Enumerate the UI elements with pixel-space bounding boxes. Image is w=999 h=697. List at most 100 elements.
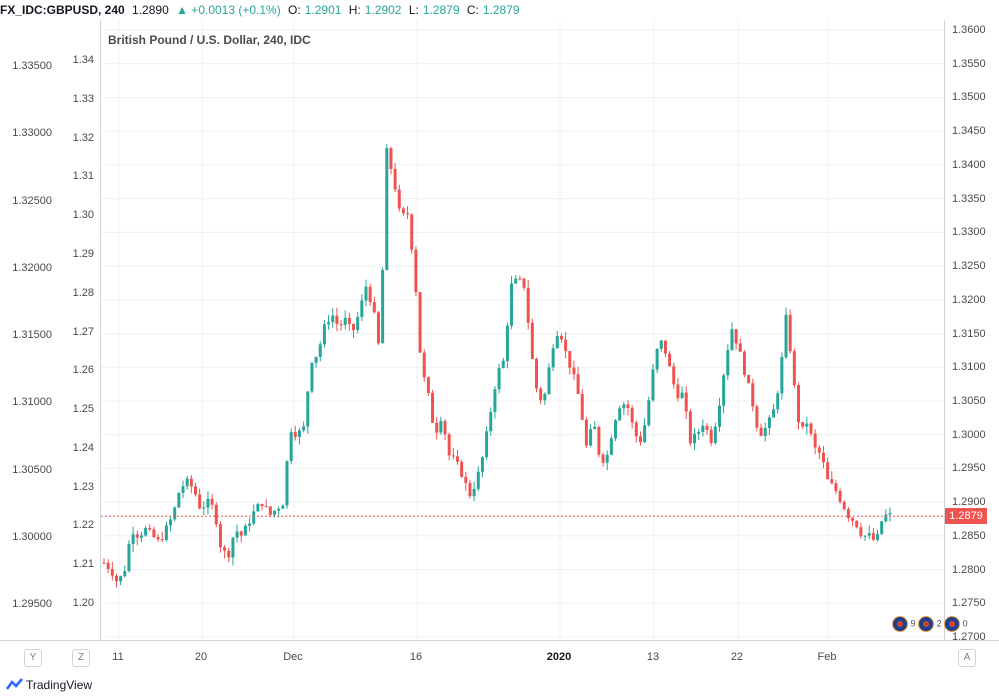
candle [139, 532, 143, 543]
candle [347, 312, 351, 331]
candle-body [747, 374, 751, 384]
plot-area[interactable] [100, 20, 945, 640]
gb-flag-icon-2[interactable] [944, 616, 961, 632]
candle-body [572, 367, 576, 375]
candle-body [593, 426, 597, 430]
candle-body [838, 491, 842, 502]
candle [248, 517, 252, 532]
candle-body [189, 478, 193, 487]
candle-body [360, 300, 364, 317]
us-flag-icon[interactable] [918, 616, 935, 632]
high-value: 1.2902 [364, 3, 402, 17]
candle-body [297, 430, 301, 437]
candle [555, 330, 559, 349]
brand-name[interactable]: TradingView [26, 678, 93, 692]
high-label: H: [348, 3, 361, 17]
candle [281, 504, 285, 509]
z-axis-button[interactable]: Z [72, 649, 90, 667]
symbol-name[interactable]: FX_IDC:GBPUSD, 240 [0, 3, 125, 17]
candle [169, 516, 173, 532]
candle-body [751, 383, 755, 407]
candle [322, 320, 326, 348]
candle-body [156, 537, 160, 540]
candle [663, 340, 667, 358]
candle [776, 390, 780, 414]
candle-body [543, 394, 547, 401]
candle-body [227, 550, 231, 558]
close-value: 1.2879 [482, 3, 520, 17]
candle-body [821, 452, 825, 463]
candle [722, 373, 726, 414]
candle [418, 291, 422, 354]
candle [451, 447, 455, 460]
auto-scale-button[interactable]: A [958, 649, 976, 667]
close-label: C: [466, 3, 479, 17]
candle [455, 449, 459, 466]
candle-body [535, 358, 539, 389]
right-price-axis[interactable]: 1.3600 1.3550 1.3500 1.3450 1.3400 1.3350 1.33… [945, 20, 999, 643]
events-indicator[interactable]: 9 2 0 [892, 616, 968, 632]
candle-body [609, 438, 613, 455]
candle-body [701, 425, 705, 432]
candle-body [472, 488, 476, 497]
candle-body [397, 189, 401, 209]
left-tick-label: 1.33500 [12, 60, 52, 72]
candle [851, 517, 855, 527]
candle-body [144, 527, 148, 536]
y-axis-button[interactable]: Y [24, 649, 42, 667]
candle-body [173, 507, 177, 520]
candle [888, 507, 892, 522]
right-tick-label: 1.3600 [952, 24, 986, 36]
candle-body [863, 535, 867, 537]
candle [252, 504, 256, 526]
candle-body [726, 350, 730, 376]
current-price-tag: 1.2879 [945, 508, 987, 525]
candle [426, 376, 430, 397]
candle-body [547, 367, 551, 395]
candle [742, 350, 746, 378]
left-price-axis[interactable]: 1.33500 1.33000 1.32500 1.32000 1.31500 1.310… [0, 20, 60, 640]
candle-body [468, 482, 472, 497]
candle [522, 278, 526, 291]
candle-body [451, 455, 455, 457]
candle [460, 459, 464, 478]
candle [443, 419, 447, 441]
candle [738, 338, 742, 352]
candle-body [742, 351, 746, 375]
candle [726, 344, 730, 381]
candle [131, 526, 135, 552]
left-price-axis-2[interactable]: 1.34 1.33 1.32 1.31 1.30 1.29 1.28 1.27 1.26 1.25… [60, 20, 100, 640]
candle [260, 503, 264, 511]
right-tick-label: 1.3350 [952, 192, 986, 205]
candle-body [876, 534, 880, 540]
candle [173, 506, 177, 522]
candle-body [801, 422, 805, 427]
candle [268, 506, 272, 518]
time-axis[interactable]: Y Z A 11 20 Dec 16 2020 13 22 Feb [0, 640, 999, 671]
candle-body [614, 420, 618, 439]
left-tick-label: 1.28 [72, 286, 94, 299]
candle-body [447, 434, 451, 456]
candle [876, 529, 880, 542]
candle-body [185, 478, 189, 487]
candle [530, 318, 534, 360]
candle [331, 308, 335, 328]
candle-body [576, 374, 580, 394]
candle-body [759, 427, 763, 436]
gb-flag-icon[interactable] [892, 616, 908, 632]
candle-body [564, 339, 568, 352]
time-tick-label: 13 [646, 651, 660, 663]
candle [144, 525, 148, 537]
low-value: 1.2879 [422, 3, 460, 17]
candle [559, 333, 563, 344]
candle [102, 558, 106, 564]
tradingview-logo-icon[interactable] [6, 677, 24, 691]
candle [622, 401, 626, 415]
candle-body [684, 392, 688, 412]
candle-body [335, 315, 339, 325]
candle [264, 499, 268, 508]
candle-body [352, 323, 356, 331]
time-tick-label: 11 [112, 651, 124, 663]
candle [826, 457, 830, 480]
candle-body [884, 514, 888, 522]
